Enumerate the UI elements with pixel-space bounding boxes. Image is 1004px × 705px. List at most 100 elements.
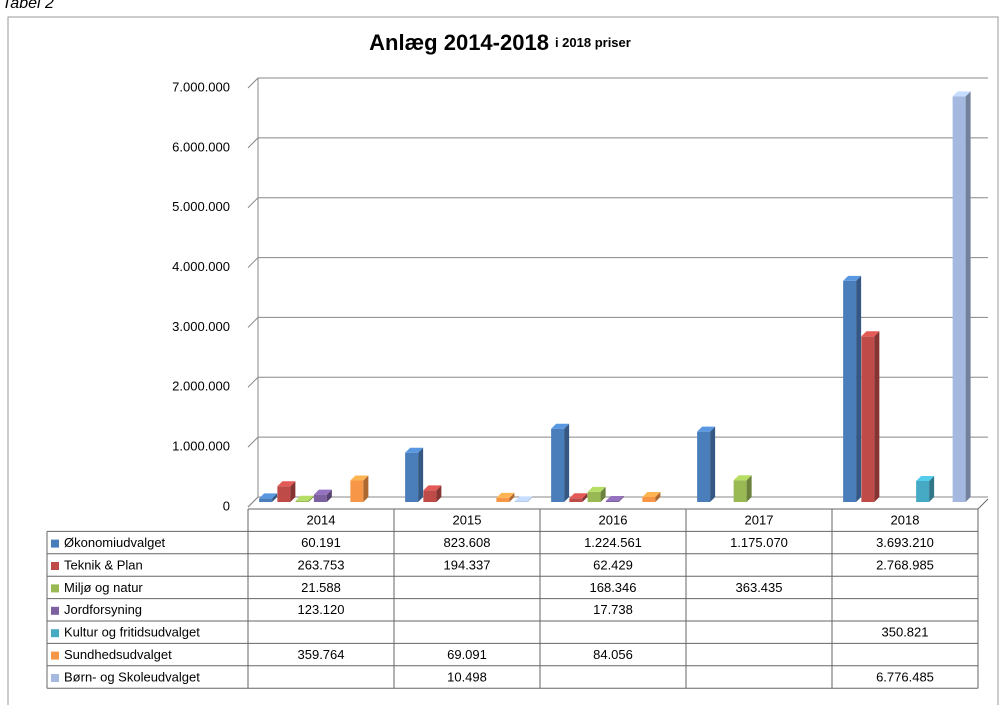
grid-line <box>247 197 988 209</box>
bar-face <box>569 493 588 499</box>
bar-face <box>295 500 309 502</box>
chart-frame <box>7 16 999 705</box>
bar <box>605 495 624 502</box>
bar <box>277 481 296 502</box>
bar-face <box>405 452 419 502</box>
legend-key <box>51 562 59 570</box>
bar-face <box>843 275 862 281</box>
bar-face <box>418 447 424 502</box>
bar <box>642 491 661 502</box>
bar-face <box>326 489 332 502</box>
bar-face <box>295 495 314 501</box>
bar <box>569 493 588 502</box>
grid-line <box>247 257 988 268</box>
bar-face <box>929 476 935 502</box>
bar <box>313 489 332 502</box>
bar <box>350 475 369 502</box>
table-cell: 21.588 <box>301 580 341 595</box>
bar-face <box>605 500 619 502</box>
table-cell: 62.429 <box>593 557 633 572</box>
x-tick-label: 2015 <box>453 513 482 528</box>
bar <box>514 496 533 502</box>
table-cell: 168.346 <box>590 580 637 595</box>
bar-face <box>313 494 327 502</box>
bar-face <box>856 275 862 502</box>
y-tick-label: 7.000.000 <box>172 79 230 94</box>
bar-face <box>308 495 314 502</box>
bar-face <box>582 493 588 502</box>
table-cell: 823.608 <box>444 535 491 550</box>
table-cell: 350.821 <box>882 625 929 640</box>
bar <box>861 331 880 502</box>
legend-label: Jordforsyning <box>64 602 142 617</box>
bar-face <box>655 491 661 502</box>
bar-face <box>514 501 528 502</box>
bar-face <box>916 476 935 482</box>
table-cell: 263.753 <box>298 557 345 572</box>
table-cell: 17.738 <box>593 602 633 617</box>
table-cell: 363.435 <box>736 580 783 595</box>
bar-face <box>710 426 716 502</box>
grid-line <box>247 137 988 149</box>
table-cell: 69.091 <box>447 647 487 662</box>
y-tick-label: 4.000.000 <box>172 259 230 274</box>
bar-face <box>350 475 369 481</box>
bar-face <box>952 96 966 502</box>
x-tick-label: 2018 <box>891 513 920 528</box>
bar-face <box>642 496 656 502</box>
bar-face <box>290 481 296 502</box>
table-line <box>977 498 989 510</box>
table-cell: 359.764 <box>298 647 345 662</box>
bar-face <box>697 431 711 502</box>
bar-face <box>423 490 437 502</box>
chart-title-group: Anlæg 2014-2018 i 2018 priser <box>369 30 631 55</box>
y-tick-label: 2.000.000 <box>172 379 230 394</box>
bar <box>405 447 424 502</box>
grid-line <box>247 436 988 448</box>
bar-face <box>861 336 875 502</box>
bar-face <box>259 498 273 502</box>
bar-face <box>509 492 515 502</box>
bar-face <box>272 493 278 502</box>
legend-key <box>51 606 59 615</box>
legend-label: Økonomiudvalget <box>64 535 166 550</box>
bar <box>587 486 606 502</box>
bar-face <box>618 495 624 502</box>
bar-face <box>350 480 364 502</box>
bar-face <box>496 492 515 498</box>
table-cell: 84.056 <box>593 647 633 662</box>
table-cell: 6.776.485 <box>876 669 934 684</box>
table-cell: 2.768.985 <box>876 557 934 572</box>
bar <box>733 475 752 502</box>
bar-face <box>642 491 661 497</box>
bar-face <box>733 480 747 502</box>
bar-face <box>277 481 296 487</box>
grid-line <box>247 376 988 388</box>
bar-face <box>363 475 369 502</box>
bar-face <box>436 485 442 502</box>
bar-face <box>965 91 971 502</box>
legend-key <box>51 629 59 638</box>
bar <box>952 91 971 502</box>
bar-face <box>496 497 510 502</box>
bar-face <box>587 491 601 502</box>
x-tick-label: 2014 <box>307 513 336 528</box>
chart-title: Anlæg 2014-2018 <box>369 30 549 55</box>
x-tick-label: 2017 <box>745 513 774 528</box>
legend-key <box>51 539 59 548</box>
bar-face <box>514 496 533 502</box>
caption: Tabel 2 <box>2 0 54 12</box>
bar <box>423 485 442 502</box>
bar <box>259 493 278 502</box>
y-tick-label: 0 <box>223 498 230 513</box>
bar-face <box>569 498 583 502</box>
y-tick-label: 1.000.000 <box>172 439 230 454</box>
bar <box>916 476 935 502</box>
table-cell: 60.191 <box>301 535 341 550</box>
bar <box>496 492 515 502</box>
bar-face <box>874 331 880 502</box>
grid-line <box>247 316 988 328</box>
bar-face <box>259 493 278 499</box>
